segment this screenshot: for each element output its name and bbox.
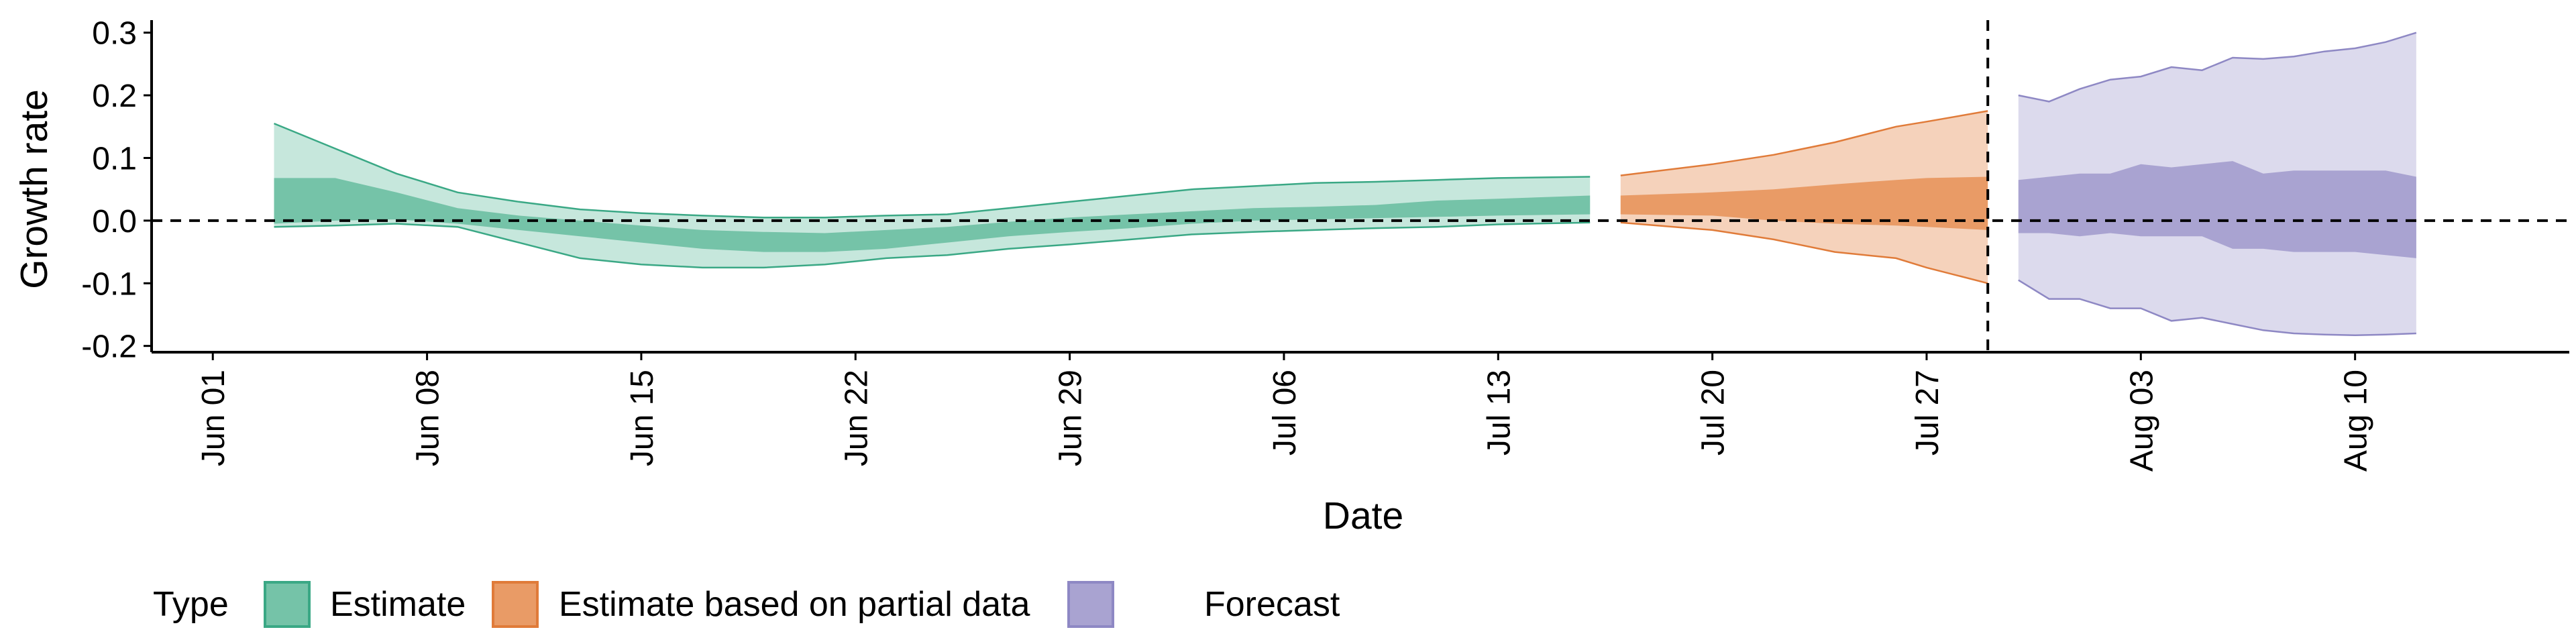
band-inner-0 [274,178,1591,252]
band-upper-edge-2 [2018,32,2417,103]
legend: Type Estimate Estimate based on partial d… [153,581,1340,628]
band-inner-1 [1620,176,1988,230]
y-tick-label-4: 0.2 [92,78,137,114]
y-tick-label-5: 0.3 [92,16,137,52]
band-lower-edge-0 [274,221,1591,269]
x-tick-label-1: Jun 08 [411,370,446,466]
band-upper-edge-1 [1620,110,1988,176]
reference-lines [152,20,2569,352]
x-tick-label-7: Jul 20 [1696,370,1731,455]
x-tick-label-6: Jul 13 [1481,370,1517,455]
legend-swatch-0 [264,581,311,628]
legend-title: Type [153,585,229,624]
x-axis-title: Date [1323,494,1403,537]
band-outer-0 [274,123,1591,268]
axes-layer: -0.2 -0.1 0.0 0.1 0.2 0.3 Jun 01 Jun 08 Jun 15 Ju… [81,16,2569,472]
x-tick-label-2: Jun 15 [625,370,660,466]
y-tick-label-2: 0.0 [92,204,137,239]
legend-swatch-2 [1067,581,1114,628]
y-tick-label-0: -0.2 [81,329,137,365]
legend-label-0: Estimate [330,585,466,624]
legend-label-1: Estimate based on partial data [559,585,1030,624]
band-inner-2 [2018,161,2416,258]
legend-entries: Estimate Estimate based on partial data Fo… [264,581,1340,628]
band-upper-edge-0 [274,122,1591,219]
y-tick-label-3: 0.1 [92,141,137,176]
ribbon-layer [274,32,2417,337]
x-tick-label-0: Jun 01 [196,370,231,466]
x-tick-label-3: Jun 22 [839,370,874,466]
band-lower-edge-2 [2018,279,2416,337]
legend-swatch-1 [492,581,539,628]
legend-label-2: Forecast [1204,585,1340,624]
y-tick-label-1: -0.1 [81,266,137,302]
y-axis-title: Growth rate [13,89,56,289]
x-tick-label-4: Jun 29 [1053,370,1089,466]
band-lower-edge-1 [1620,221,1988,284]
x-tick-label-5: Jul 06 [1267,370,1303,455]
x-tick-label-10: Aug 10 [2339,370,2374,472]
x-tick-label-9: Aug 03 [2124,370,2159,472]
x-tick-label-8: Jul 27 [1910,370,1945,455]
